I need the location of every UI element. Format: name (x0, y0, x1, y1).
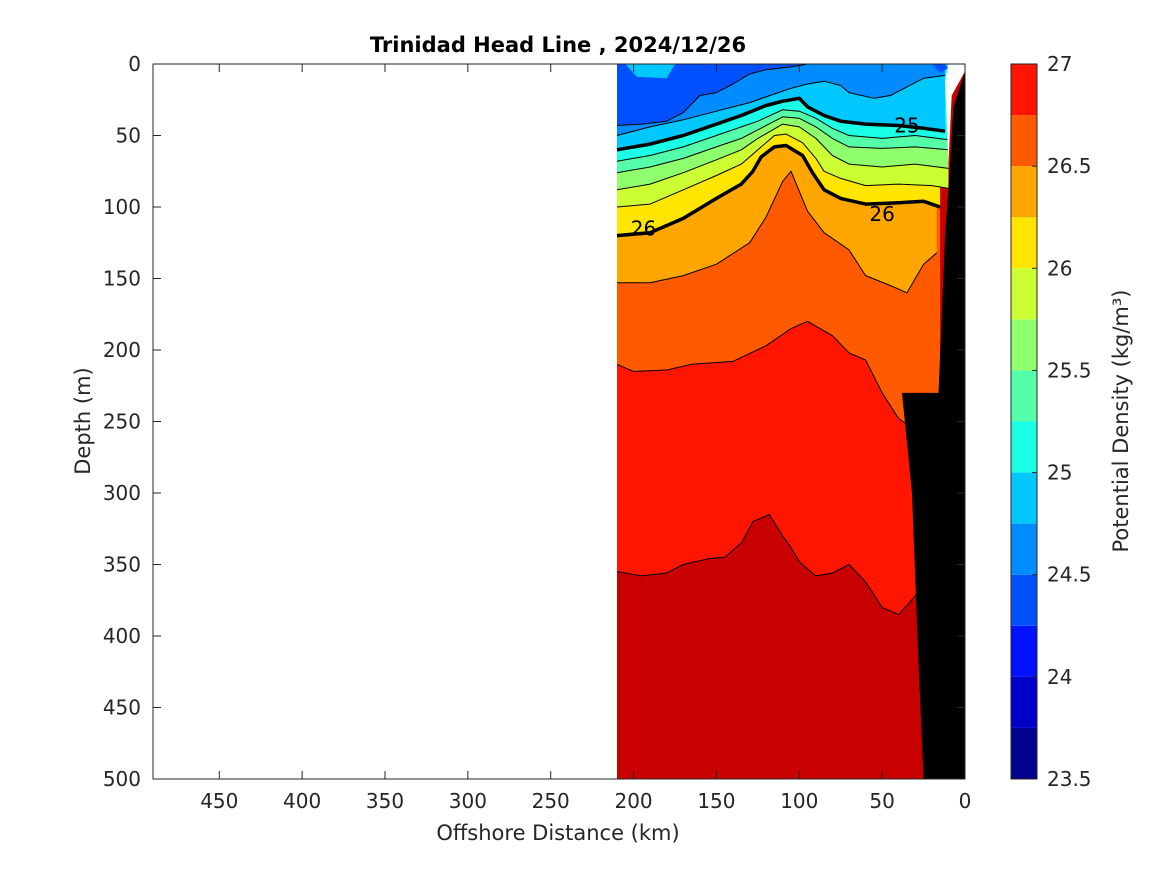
x-tick-label: 200 (614, 789, 652, 813)
x-tick-label: 350 (366, 789, 404, 813)
density-band-fill (617, 64, 808, 126)
colorbar-swatch (1011, 166, 1037, 218)
y-axis-label: Depth (m) (71, 367, 95, 474)
colorbar-swatch (1011, 472, 1037, 524)
bathymetry-polygon (902, 71, 965, 779)
colorbar-swatch (1011, 676, 1037, 728)
y-tick-label: 0 (128, 52, 141, 76)
colorbar-swatch (1011, 319, 1037, 371)
colorbar-tick-label: 25 (1047, 461, 1072, 485)
contour-line-bold (616, 143, 941, 238)
contour-label: 25 (894, 113, 919, 137)
contour-line (616, 123, 949, 191)
contour-line (616, 514, 926, 616)
y-tick-label: 500 (103, 767, 141, 791)
y-tick-label: 450 (103, 696, 141, 720)
density-band-fill (625, 64, 675, 79)
x-axis-ticks: 450 400 350 300 250 200 150 100 50 0 (200, 64, 971, 813)
chart-title: Trinidad Head Line , 2024/12/26 (370, 33, 746, 57)
y-axis-ticks: 0 50 100 150 200 250 300 350 400 450 500 (103, 52, 965, 791)
colorbar-swatches (1011, 64, 1037, 779)
coastal-gap (945, 64, 965, 165)
colorbar-tick-label: 26 (1047, 256, 1072, 280)
bathymetry-layer (902, 64, 965, 779)
colorbar-swatch (1011, 727, 1037, 779)
colorbar-tick-label: 27 (1047, 52, 1072, 76)
colorbar-swatch (1011, 115, 1037, 167)
contour-line (616, 109, 949, 162)
colorbar-swatch (1011, 523, 1037, 575)
colorbar-swatch (1011, 574, 1037, 626)
contour-line-bold (616, 96, 946, 152)
contour-line (616, 74, 946, 136)
x-tick-label: 50 (869, 789, 894, 813)
y-tick-label: 200 (103, 338, 141, 362)
colorbar-swatch (1011, 217, 1037, 269)
x-tick-label: 400 (283, 789, 321, 813)
x-axis-label: Offshore Distance (km) (436, 821, 679, 845)
y-tick-label: 50 (116, 124, 141, 148)
x-tick-label: 0 (959, 789, 972, 813)
y-tick-label: 150 (103, 267, 141, 291)
contour-label-layer: 26 26 25 (631, 113, 920, 240)
x-tick-label: 300 (449, 789, 487, 813)
x-tick-label: 100 (780, 789, 818, 813)
colorbar-swatch (1011, 421, 1037, 473)
density-band-fill (931, 64, 949, 73)
colorbar-swatch (1011, 370, 1037, 422)
colorbar-tick-label: 23.5 (1047, 767, 1092, 791)
x-tick-label: 450 (200, 789, 238, 813)
colorbar: 27 26.5 26 25.5 25 24.5 24 23.5 Potential Densi… (1010, 52, 1133, 791)
colorbar-swatch (1011, 64, 1037, 116)
colorbar-tick-label: 24.5 (1047, 563, 1092, 587)
colorbar-swatch (1011, 268, 1037, 320)
colorbar-frame (1010, 63, 1038, 780)
x-tick-label: 250 (532, 789, 570, 813)
y-tick-label: 100 (103, 195, 141, 219)
colorbar-label: Potential Density (kg/m³) (1109, 289, 1133, 552)
x-tick-label: 150 (697, 789, 735, 813)
contour-line (617, 170, 938, 294)
contour-line (616, 64, 808, 126)
colorbar-tick-label: 24 (1047, 665, 1072, 689)
y-tick-label: 350 (103, 553, 141, 577)
colorbar-tick-label: 25.5 (1047, 358, 1092, 382)
colorbar-ticks: 27 26.5 26 25.5 25 24.5 24 23.5 (1032, 52, 1092, 791)
contour-line (616, 116, 949, 174)
y-tick-label: 250 (103, 410, 141, 434)
contour-line (616, 133, 949, 208)
colorbar-tick-label: 26.5 (1047, 154, 1092, 178)
y-tick-label: 300 (103, 481, 141, 505)
y-tick-label: 400 (103, 624, 141, 648)
colorbar-swatch (1011, 625, 1037, 677)
contour-label: 26 (869, 202, 894, 226)
contour-label: 26 (631, 216, 656, 240)
